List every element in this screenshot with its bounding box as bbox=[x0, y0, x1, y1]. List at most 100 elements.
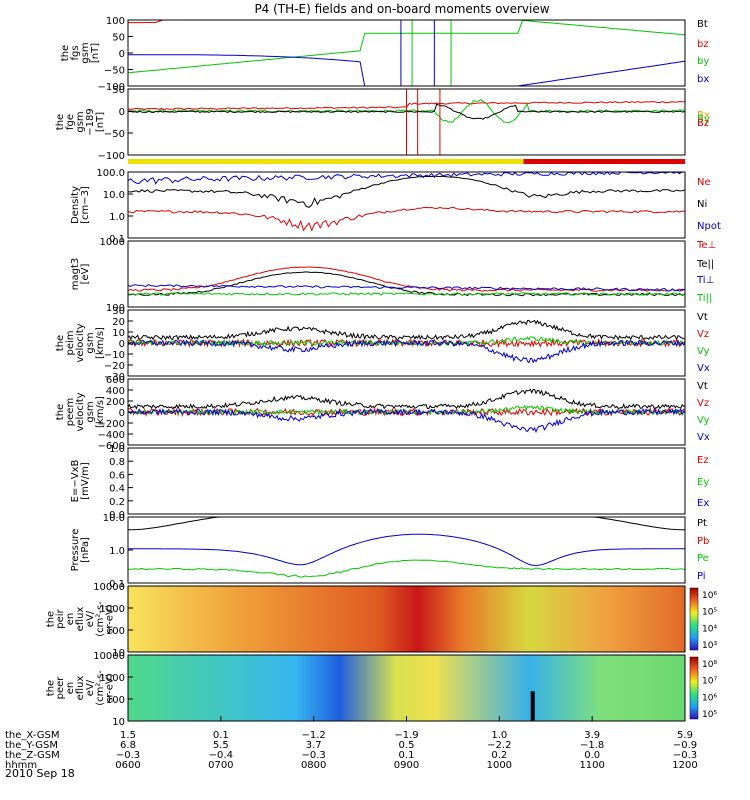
peir-ylabel-line: eV/ bbox=[85, 610, 96, 627]
density-ytick-label: 1.0 bbox=[109, 212, 125, 223]
peim-legend-0: Vt bbox=[697, 312, 708, 323]
density-ylabel-line: Density bbox=[70, 186, 81, 224]
peem-legend-3: Vx bbox=[697, 432, 710, 443]
fgs-legend-2: by bbox=[697, 56, 709, 67]
fgeh-ylabel-line: [nT] bbox=[95, 112, 106, 132]
x-axis-labels: the_X-GSM 1.5 0.1 −1.2 −1.9 1.0 3.9 5.9 the_Y-GS… bbox=[5, 716, 698, 771]
peim-ytick-label: −30 bbox=[104, 372, 125, 383]
peir-frame bbox=[127, 585, 686, 653]
x-row-label: the_Y-GSM bbox=[5, 740, 58, 751]
peim-legend-3: Vx bbox=[697, 363, 710, 374]
efield-ytick-label: 0.8 bbox=[109, 457, 125, 468]
pressure-legend-2: Pe bbox=[697, 553, 709, 564]
x-row-value: 1.0 bbox=[491, 730, 507, 741]
peem-vt-line bbox=[128, 388, 685, 410]
temp-legend-0: Te⊥ bbox=[696, 240, 716, 251]
x-row-value: 1100 bbox=[579, 760, 604, 771]
density-legend-2: Npot bbox=[697, 221, 721, 232]
pressure-ytick-label: 0.1 bbox=[109, 579, 125, 590]
efield-ytick-label: 0.0 bbox=[109, 510, 125, 521]
x-row-value: 6.8 bbox=[120, 740, 136, 751]
peim-ylabel-line: the bbox=[55, 335, 66, 351]
fgeh-legend-1: By bbox=[697, 114, 710, 125]
peir-ylabel-line: sr-eV) bbox=[105, 604, 116, 633]
density-frame bbox=[127, 171, 686, 239]
peim-ytick-label: 0 bbox=[119, 339, 125, 350]
peem-legend-1: Vz bbox=[697, 398, 709, 409]
fgs-ytick-label: −100 bbox=[98, 82, 125, 93]
peir-spectrogram bbox=[128, 586, 685, 652]
peim-ytick-label: 30 bbox=[112, 306, 125, 317]
peem-plot-area bbox=[128, 388, 685, 434]
peim-ytick-label: −20 bbox=[104, 361, 125, 372]
density-ytick-label: 100.0 bbox=[96, 168, 125, 179]
efield-ytick-label: 0.4 bbox=[109, 484, 125, 495]
x-row-value: 0600 bbox=[115, 760, 140, 771]
fgs-ylabel-line: the bbox=[60, 45, 71, 61]
pressure-pt-line bbox=[128, 517, 685, 531]
x-row-label: the_Z-GSM bbox=[5, 750, 60, 761]
x-row-value: 0800 bbox=[301, 760, 326, 771]
peim-plot-area bbox=[128, 319, 685, 364]
density-ytick-label: 0.1 bbox=[109, 234, 125, 245]
fgs-legend-3: bx bbox=[697, 74, 709, 85]
temp-frame bbox=[127, 240, 686, 308]
fgeh-ytick-label: −50 bbox=[104, 129, 125, 140]
peem-ytick-label: −600 bbox=[98, 441, 125, 452]
peim-ylabel-line: [km/s] bbox=[95, 327, 106, 359]
x-row-value: 3.9 bbox=[584, 730, 600, 741]
x-row-value: −1.8 bbox=[580, 740, 604, 751]
peem-ytick-label: 200 bbox=[106, 397, 125, 408]
x-row-value: −1.9 bbox=[394, 730, 418, 741]
fgs-legend-1: bz bbox=[697, 39, 709, 50]
temp-legend-1: Te|| bbox=[696, 259, 714, 270]
fgeh-frame bbox=[127, 88, 686, 156]
temp-ytick-label: 100 bbox=[106, 303, 125, 314]
peir-ylabel-line: (cm²-s- bbox=[95, 601, 106, 637]
x-row-value: −0.9 bbox=[673, 740, 697, 751]
temp-plot-area bbox=[128, 266, 685, 297]
efield-ylabel-line: E=−VxB bbox=[70, 460, 81, 503]
peem-ylabel-line: peem bbox=[65, 398, 76, 426]
peer-ytick-label: 1000 bbox=[100, 673, 125, 684]
fgs-frame bbox=[127, 19, 686, 87]
fgeh-ylabel-line: gsm bbox=[75, 111, 86, 132]
fgs-ylabel-line: fgs bbox=[70, 45, 81, 60]
panel-peer: 10000 1000 100 10 thepeerenefluxeV/(cm²-s-sr… bbox=[45, 651, 717, 728]
panel-temp: 1000 100 magt3 [eV] Te⊥ Te|| Ti⊥ Ti|| bbox=[70, 237, 716, 314]
x-row-value: 5.9 bbox=[677, 730, 693, 741]
temp-legend-3: Ti|| bbox=[696, 293, 712, 304]
temp-ylabel-line: magt3 bbox=[70, 258, 81, 291]
fgeh-ytick-label: −100 bbox=[98, 151, 125, 162]
pressure-ylabel-line: Pressure bbox=[70, 529, 81, 572]
density-plot-area bbox=[128, 172, 685, 232]
peir-colorbar-tick: 10³ bbox=[702, 641, 717, 651]
pressure-ytick-label: 10.0 bbox=[103, 513, 125, 524]
fgeh-legend-2: Bz bbox=[697, 118, 709, 129]
peer-ylabel-line: eflux bbox=[75, 676, 86, 701]
efield-legend-2: Ex bbox=[697, 498, 709, 509]
peir-ytick-label: 10 bbox=[112, 648, 125, 659]
x-row-value: 0.0 bbox=[584, 750, 600, 761]
x-row-value: 0.1 bbox=[399, 750, 415, 761]
mode-bar-slow-survey bbox=[523, 159, 685, 164]
peem-ytick-label: 600 bbox=[106, 375, 125, 386]
temp-legend-2: Ti⊥ bbox=[696, 275, 714, 286]
x-row-value: 0900 bbox=[394, 760, 419, 771]
fgs-ytick-label: 50 bbox=[112, 33, 125, 44]
peir-colorbar bbox=[689, 587, 699, 651]
temp-ti-par-line bbox=[128, 292, 685, 296]
peer-ytick-label: 10000 bbox=[93, 651, 125, 662]
peir-ytick-label: 1000 bbox=[100, 604, 125, 615]
pressure-plot-area bbox=[128, 517, 685, 578]
peer-gap-mark bbox=[530, 691, 535, 721]
peim-vx-line bbox=[128, 338, 685, 364]
peer-ytick-label: 10 bbox=[112, 717, 125, 728]
fgeh-ylabel-line: the bbox=[55, 114, 66, 130]
efield-legend-0: Ez bbox=[697, 455, 709, 466]
panel-peim: 3020100−10−20−30thepeimvelocitygsm[km/s]… bbox=[55, 306, 710, 383]
peim-ytick-label: −10 bbox=[104, 350, 125, 361]
peir-ylabel-line: en bbox=[65, 613, 76, 626]
panel-pressure: 10.0 1.0 0.1 Pressure [nPa] Pt Pb Pe Pi bbox=[70, 513, 709, 590]
